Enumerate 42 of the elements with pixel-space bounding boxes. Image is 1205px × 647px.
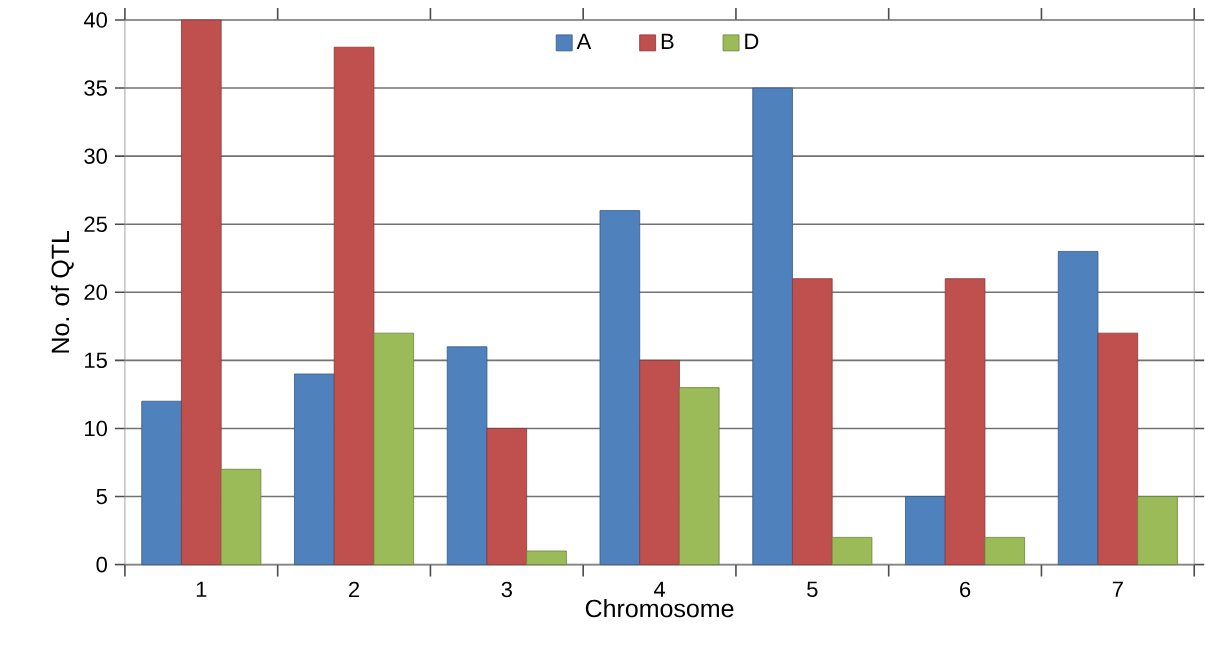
y-tick-label: 5 bbox=[96, 489, 107, 505]
legend-label: D bbox=[745, 34, 759, 50]
bar bbox=[486, 428, 528, 566]
bar bbox=[792, 278, 833, 566]
y-tick-label: 25 bbox=[84, 216, 107, 233]
bar bbox=[905, 496, 946, 566]
bar bbox=[1097, 332, 1139, 566]
y-tick-label: 20 bbox=[84, 284, 107, 301]
x-tick-label: 4 bbox=[653, 581, 666, 598]
y-tick-label: 15 bbox=[85, 352, 107, 369]
bar bbox=[639, 360, 680, 566]
y-tick-label: 40 bbox=[83, 12, 107, 28]
bar bbox=[373, 332, 415, 566]
bar bbox=[984, 537, 1026, 566]
legend-label: A bbox=[576, 34, 592, 50]
x-tick-label: 2 bbox=[349, 581, 360, 598]
legend-label: B bbox=[661, 34, 674, 50]
bar bbox=[752, 87, 793, 566]
bar bbox=[141, 401, 182, 566]
bar bbox=[944, 278, 986, 566]
bar bbox=[220, 469, 262, 566]
y-tick-label: 0 bbox=[96, 557, 107, 573]
bar bbox=[679, 387, 720, 566]
bar bbox=[1057, 251, 1099, 566]
bar bbox=[333, 47, 375, 566]
y-axis-title: No. of QTL bbox=[50, 231, 74, 353]
x-tick-label: 1 bbox=[196, 581, 207, 598]
x-axis-title: Chromosome bbox=[585, 599, 734, 618]
bar bbox=[526, 550, 567, 566]
bar bbox=[294, 373, 335, 566]
y-tick-label: 35 bbox=[84, 80, 107, 97]
x-tick-label: 6 bbox=[960, 581, 971, 598]
bar bbox=[1137, 496, 1178, 566]
x-tick-label: 3 bbox=[501, 581, 512, 598]
bar bbox=[831, 537, 873, 566]
x-tick-label: 7 bbox=[1112, 581, 1123, 598]
bar bbox=[599, 210, 641, 566]
bar bbox=[181, 19, 222, 566]
bar bbox=[446, 346, 488, 566]
y-tick-label: 30 bbox=[84, 148, 107, 165]
y-tick-label: 10 bbox=[85, 420, 107, 437]
x-tick-label: 5 bbox=[807, 581, 818, 598]
